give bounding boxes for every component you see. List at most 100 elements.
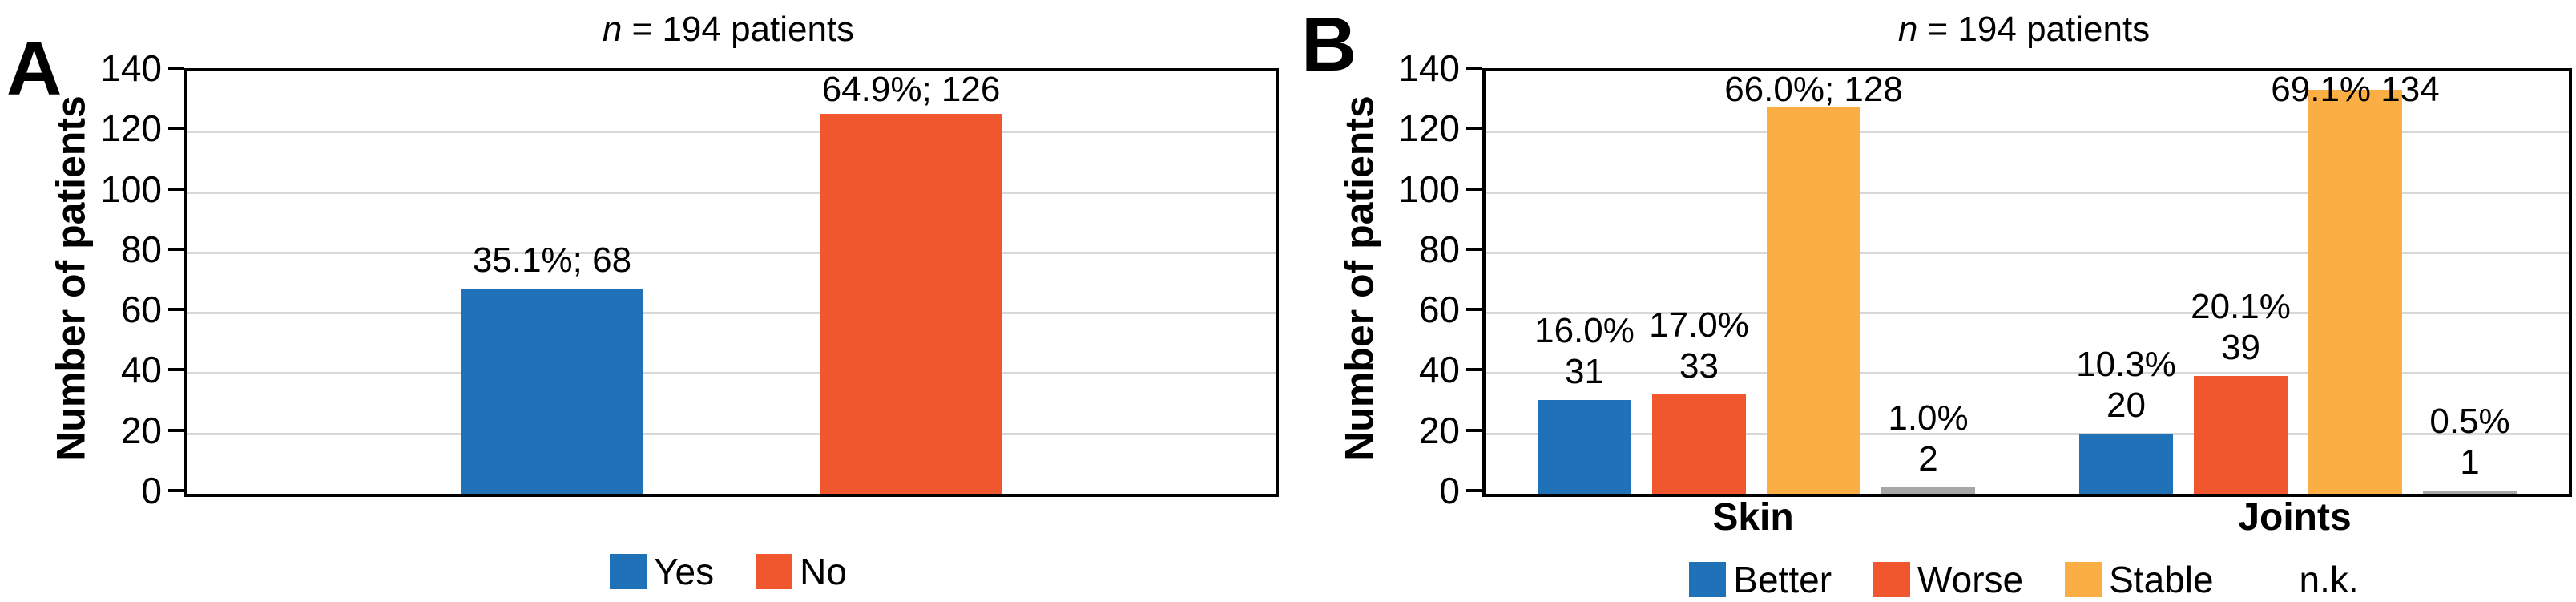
y-tick-label-20: 20 <box>1418 409 1460 451</box>
bar-value-label-line: 35.1%; 68 <box>472 240 632 281</box>
panel-b-plot-area: 16.0% 31 10.3% 20 17.0% 33 20.1% 39 66.0%; 128 69… <box>1482 68 2572 497</box>
gridline-100 <box>187 191 1276 194</box>
panel-a: A n = 194 patients Number of patients 35… <box>6 10 1279 590</box>
legend-item-stable: Stable <box>2065 559 2214 600</box>
y-tick-140 <box>168 67 184 70</box>
bar-value-label-line: 20 <box>2106 385 2146 425</box>
bar-value-label-line: 0.5% <box>2429 402 2510 442</box>
y-tick-label-140: 140 <box>100 47 162 89</box>
y-tick-80 <box>1466 247 1482 251</box>
legend-label-yes: Yes <box>654 551 715 592</box>
gridline-40 <box>187 372 1276 375</box>
gridline-40 <box>1486 372 2569 375</box>
y-tick-120 <box>168 127 184 131</box>
y-tick-60 <box>1466 308 1482 312</box>
y-tick-label-100: 100 <box>100 168 162 210</box>
bar-value-label-no: 64.9%; 126 <box>743 69 1079 110</box>
bar-no <box>820 113 1002 494</box>
bar-value-label-line: 1.0% <box>1888 398 1969 438</box>
y-tick-0 <box>1466 489 1482 492</box>
bar-n-k-joints <box>2423 491 2517 494</box>
y-tick-label-20: 20 <box>120 409 162 451</box>
bar-value-label-line: 20.1% <box>2191 287 2291 327</box>
bar-yes <box>461 289 643 494</box>
y-tick-20 <box>168 428 184 432</box>
bar-value-label-stable-joints: 69.1% 134 <box>2187 69 2524 110</box>
bar-value-label-stable-skin: 66.0%; 128 <box>1646 69 1982 110</box>
legend-swatch-stable <box>2065 562 2102 597</box>
gridline-20 <box>187 432 1276 435</box>
gridline-60 <box>187 312 1276 315</box>
bar-worse-skin <box>1652 394 1746 494</box>
y-tick-label-40: 40 <box>1418 349 1460 391</box>
legend-swatch-better <box>1689 562 1727 597</box>
bar-stable-joints <box>2308 89 2402 494</box>
y-tick-100 <box>1466 187 1482 191</box>
bar-stable-skin <box>1767 107 1860 494</box>
bar-value-label-line: 2 <box>1918 439 1938 479</box>
bar-value-label-line: 69.1% 134 <box>2271 70 2440 109</box>
legend-item-better: Better <box>1689 561 1832 598</box>
legend-label-n-k: n.k. <box>2299 559 2359 600</box>
bar-value-label-line: 1 <box>2460 442 2480 483</box>
legend-item-n-k: n.k. <box>2256 561 2359 598</box>
gridline-120 <box>1486 131 2569 134</box>
gridline-100 <box>1486 191 2569 194</box>
bar-value-label-line: 16.0% <box>1534 311 1635 351</box>
y-tick-100 <box>168 187 184 191</box>
y-tick-label-0: 0 <box>141 470 162 511</box>
bar-value-label-n-k-skin: 1.0% 2 <box>1760 398 2097 479</box>
y-tick-label-120: 120 <box>1398 107 1460 150</box>
bar-better-skin <box>1538 400 1631 494</box>
legend-label-stable: Stable <box>2109 559 2214 600</box>
legend-item-worse: Worse <box>1873 561 2023 598</box>
gridline-80 <box>1486 251 2569 254</box>
legend-swatch-yes <box>610 554 647 589</box>
bar-value-label-line: 39 <box>2221 328 2260 368</box>
bar-value-label-n-k-joints: 0.5% 1 <box>2302 401 2576 483</box>
y-tick-80 <box>168 247 184 251</box>
bar-value-label-worse-skin: 17.0% 33 <box>1531 305 1868 386</box>
title-text: = 194 patients <box>1917 10 2151 49</box>
y-tick-label-120: 120 <box>100 107 162 150</box>
panel-b-legend: Better Worse Stable n.k. <box>1482 561 2566 598</box>
legend-item-no: No <box>756 553 847 590</box>
legend-swatch-no <box>756 554 793 589</box>
bar-worse-joints <box>2194 376 2288 494</box>
legend-swatch-worse <box>1873 562 1911 597</box>
y-tick-label-80: 80 <box>1418 228 1460 270</box>
bar-value-label-line: 31 <box>1565 352 1604 392</box>
panel-a-legend: Yes No <box>184 553 1272 590</box>
gridline-120 <box>187 131 1276 134</box>
y-tick-40 <box>168 368 184 372</box>
category-label-skin: Skin <box>1712 496 1794 539</box>
panel-b-title: n = 194 patients <box>1482 10 2566 50</box>
y-tick-label-60: 60 <box>1418 289 1460 331</box>
title-n-variable: n <box>602 10 623 49</box>
y-tick-label-60: 60 <box>120 289 162 331</box>
legend-label-worse: Worse <box>1917 559 2024 600</box>
gridline-20 <box>1486 432 2569 435</box>
panel-b: B n = 194 patients Number of patients 16… <box>1288 0 2576 602</box>
title-text: = 194 patients <box>622 10 855 49</box>
y-tick-label-140: 140 <box>1398 47 1460 89</box>
bar-value-label-line: 17.0% <box>1649 305 1749 345</box>
bar-value-label-better-skin: 16.0% 31 <box>1417 310 1753 392</box>
bar-value-label-line: 10.3% <box>2076 344 2176 384</box>
legend-label-better: Better <box>1733 559 1832 600</box>
bar-value-label-better-joints: 10.3% 20 <box>1958 344 2295 426</box>
bar-n-k-skin <box>1881 487 1975 494</box>
bar-value-label-line: 66.0%; 128 <box>1724 70 1903 109</box>
bar-value-label-yes: 35.1%; 68 <box>384 240 720 281</box>
y-tick-20 <box>1466 428 1482 432</box>
y-tick-label-80: 80 <box>120 228 162 270</box>
bar-value-label-line: 33 <box>1679 345 1719 386</box>
bar-better-joints <box>2079 433 2173 494</box>
bar-value-label-worse-joints: 20.1% 39 <box>2073 286 2409 368</box>
gridline-60 <box>1486 312 2569 315</box>
bar-value-label-line: 64.9%; 126 <box>821 70 1001 109</box>
panel-b-letter: B <box>1301 2 1357 87</box>
y-tick-label-0: 0 <box>1439 470 1460 511</box>
y-tick-140 <box>1466 67 1482 70</box>
